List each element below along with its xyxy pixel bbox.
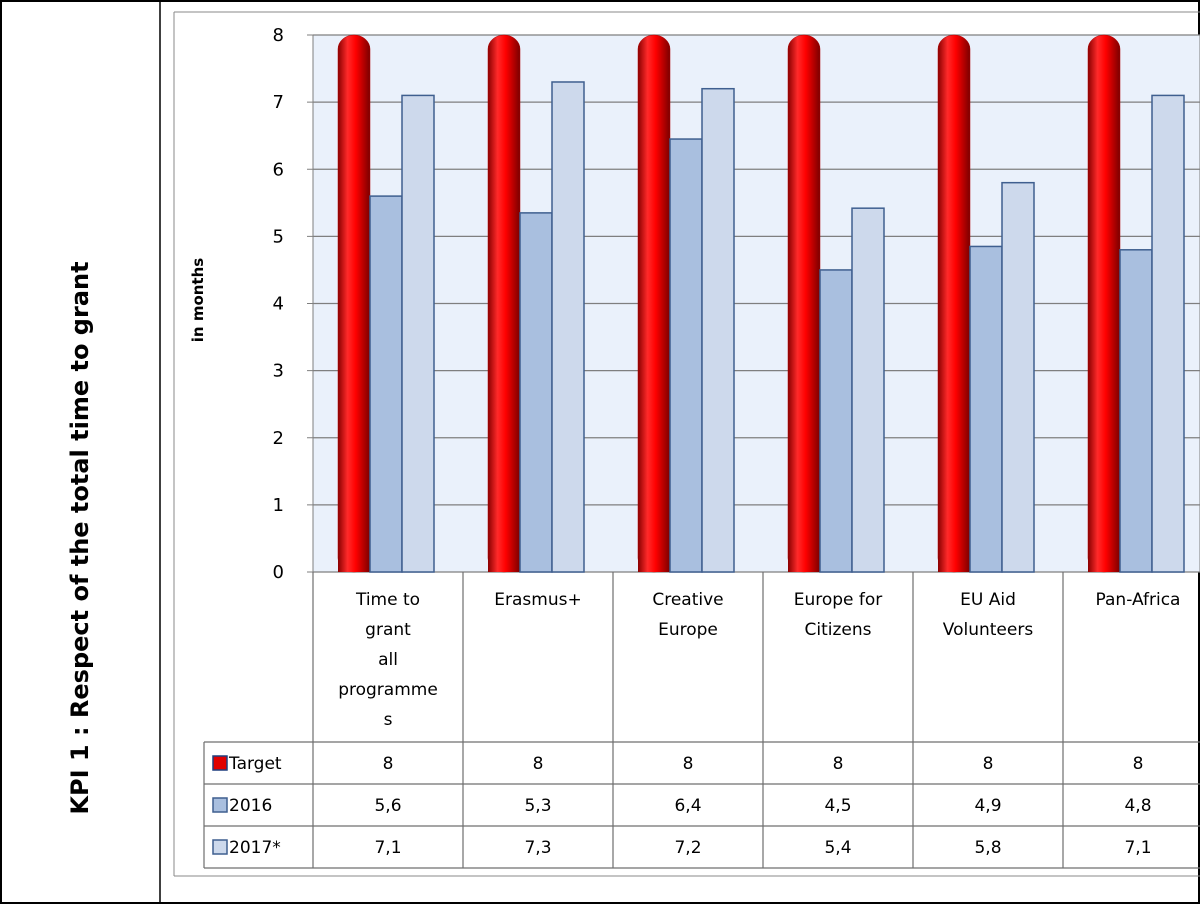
legend-key-2016 xyxy=(212,797,228,813)
category-label: Volunteers xyxy=(943,620,1034,640)
bar-2016 xyxy=(819,269,853,573)
bar-2017 xyxy=(551,81,585,573)
bar-2017 xyxy=(401,94,435,573)
data-label: 7,3 xyxy=(524,838,551,858)
bar-target xyxy=(787,34,821,573)
data-label: 7,1 xyxy=(1124,838,1151,858)
data-label: 8 xyxy=(1133,754,1144,774)
bar-target-base xyxy=(638,556,670,572)
legend-label: 2017* xyxy=(229,838,281,858)
bar-2016 xyxy=(669,138,703,573)
bar-target-base xyxy=(938,556,970,572)
data-label: 4,9 xyxy=(974,796,1001,816)
category-label: all xyxy=(378,650,398,670)
category-label: Creative xyxy=(652,590,723,610)
category-label: s xyxy=(384,710,393,730)
category-label: Citizens xyxy=(805,620,872,640)
bar-target xyxy=(1087,34,1121,573)
y-tick-label: 4 xyxy=(273,294,284,315)
y-tick-label: 3 xyxy=(273,361,284,382)
category-label: Erasmus+ xyxy=(494,590,581,610)
category-label: grant xyxy=(365,620,411,640)
bar-target-base xyxy=(1088,556,1120,572)
y-tick-label: 6 xyxy=(273,159,284,180)
bar-target-base xyxy=(788,556,820,572)
legend-key-Target xyxy=(212,755,228,771)
data-label: 8 xyxy=(983,754,994,774)
data-label: 7,2 xyxy=(674,838,701,858)
bar-2016 xyxy=(1119,249,1153,573)
bar-target xyxy=(487,34,521,573)
legend-label: Target xyxy=(228,754,282,774)
legend-key-2017 xyxy=(212,839,228,855)
bar-2017 xyxy=(1001,181,1035,573)
category-label: Europe for xyxy=(794,590,883,610)
data-label: 5,8 xyxy=(974,838,1001,858)
y-tick-label: 8 xyxy=(273,25,284,46)
data-label: 6,4 xyxy=(674,796,701,816)
bar-2017 xyxy=(851,207,885,573)
data-label: 5,3 xyxy=(524,796,551,816)
y-axis-title: in months xyxy=(189,258,207,343)
data-label: 5,6 xyxy=(374,796,401,816)
data-label: 4,8 xyxy=(1124,796,1151,816)
data-label: 8 xyxy=(533,754,544,774)
category-label: EU Aid xyxy=(960,590,1016,610)
y-tick-label: 0 xyxy=(273,562,284,583)
category-label: Time to xyxy=(355,590,420,610)
data-label: 5,4 xyxy=(824,838,851,858)
y-tick-label: 1 xyxy=(273,495,284,516)
data-label: 8 xyxy=(833,754,844,774)
data-table: Time to grant all programme s Erasmus+ Creativ… xyxy=(203,572,1200,869)
category-label: Pan-Africa xyxy=(1096,590,1181,610)
bar-2017 xyxy=(701,87,735,573)
kpi-title: KPI 1 : Respect of the total time to gra… xyxy=(66,261,94,814)
category-label: programme xyxy=(338,680,438,700)
bar-2016 xyxy=(369,195,403,573)
bar-2017 xyxy=(1151,94,1185,573)
category-label: Europe xyxy=(658,620,718,640)
bar-target xyxy=(337,34,371,573)
bar-target xyxy=(937,34,971,573)
plot-area: 0 1 2 3 4 5 6 7 8 xyxy=(273,25,1200,583)
legend-label: 2016 xyxy=(229,796,272,816)
y-tick-label: 2 xyxy=(273,428,284,449)
data-label: 8 xyxy=(383,754,394,774)
bar-target xyxy=(637,34,671,573)
data-label: 7,1 xyxy=(374,838,401,858)
bar-2016 xyxy=(519,212,553,573)
y-tick-label: 7 xyxy=(273,92,284,113)
data-label: 8 xyxy=(683,754,694,774)
y-tick-label: 5 xyxy=(273,226,284,247)
bar-target-base xyxy=(338,556,370,572)
data-label: 4,5 xyxy=(824,796,851,816)
bar-target-base xyxy=(488,556,520,572)
bar-2016 xyxy=(969,245,1003,573)
